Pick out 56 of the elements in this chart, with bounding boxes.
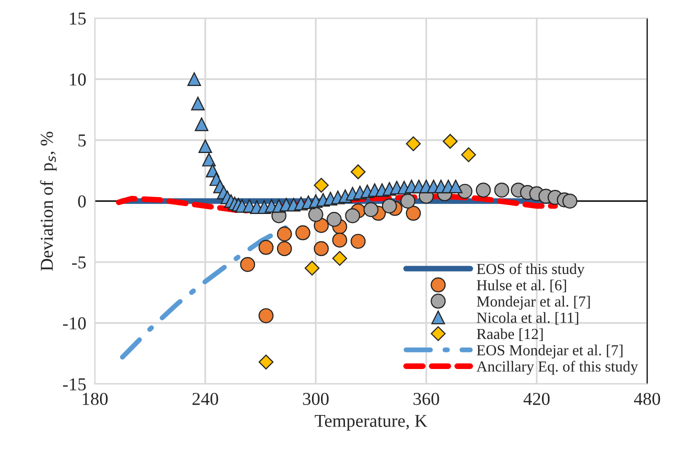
point — [406, 206, 421, 221]
point — [314, 241, 329, 256]
point — [276, 226, 292, 242]
point — [258, 354, 274, 370]
point — [202, 152, 216, 166]
legend-label: Nicola et al. [11] — [476, 312, 578, 325]
x-tick-label: 420 — [524, 392, 550, 406]
x-tick-label: 300 — [303, 392, 329, 406]
legend-label: Hulse et al. [6] — [476, 280, 566, 292]
point — [350, 234, 366, 249]
point — [406, 136, 421, 152]
point — [562, 194, 578, 209]
point — [476, 182, 491, 198]
point — [191, 96, 205, 110]
point — [448, 180, 463, 194]
point — [240, 256, 256, 272]
y-tick-label: -5 — [72, 256, 86, 268]
point — [345, 208, 360, 224]
point — [194, 117, 208, 132]
y-tick-label: 10 — [70, 73, 86, 86]
point — [308, 206, 324, 222]
legend-label: Raabe [12] — [476, 328, 543, 342]
point — [314, 178, 329, 193]
point — [332, 232, 348, 248]
y-tick-label: 15 — [70, 12, 86, 25]
point — [326, 212, 342, 227]
point — [350, 164, 366, 180]
x-tick-label: 480 — [634, 392, 660, 406]
legend-label: EOS of this study — [476, 263, 585, 278]
point — [382, 198, 397, 214]
y-tick-label: -10 — [63, 317, 86, 330]
x-tick-label: 360 — [414, 392, 440, 406]
y-tick-label: -15 — [63, 378, 86, 390]
point — [461, 147, 476, 162]
legend-label: EOS Mondejar et al. [7] — [476, 344, 622, 358]
x-tick-label: 180 — [82, 392, 108, 406]
point — [314, 218, 329, 233]
x-tick-label: 240 — [192, 392, 218, 406]
y-axis-title: Deviation of p$_{s}$, % — [40, 132, 57, 271]
point — [494, 182, 510, 198]
point — [198, 139, 212, 154]
point — [258, 240, 274, 255]
legend-label: Mondejar et al. [7] — [476, 296, 590, 310]
point — [363, 202, 378, 218]
y-tick-label: 5 — [78, 134, 86, 147]
x-axis-title: Temperature, K — [314, 414, 428, 431]
point — [400, 194, 416, 209]
point — [332, 250, 348, 266]
point — [442, 134, 458, 149]
point — [304, 260, 320, 276]
y-tick-label: 0 — [78, 195, 86, 208]
point — [295, 225, 310, 240]
point — [258, 308, 274, 324]
point — [276, 241, 292, 256]
point — [187, 72, 202, 86]
legend-label: Ancillary Eq. of this study — [476, 360, 638, 375]
